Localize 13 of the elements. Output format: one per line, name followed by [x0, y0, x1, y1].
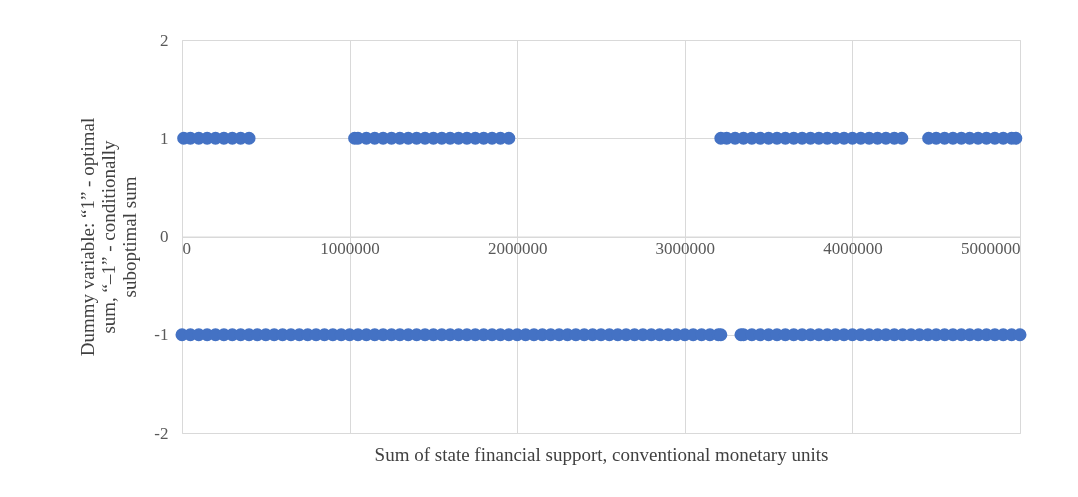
x-tick-label: 3000000	[655, 239, 716, 258]
y-tick-label: -1	[154, 325, 169, 345]
x-tick-label: 2000000	[487, 239, 548, 258]
y-tick-label: 2	[160, 30, 169, 50]
x-tick-label: 1000000	[320, 239, 380, 258]
y-axis-title: Dummy variable: “1” - optimal sum, “–1” - conditionally suboptimal sum	[77, 117, 141, 357]
y-tick-label: 1	[160, 128, 169, 148]
y-tick-label: -2	[154, 423, 169, 443]
x-tick-label: 4000000	[823, 239, 883, 258]
y-tick-label: 0	[160, 227, 169, 246]
x-tick-label: 5000000	[961, 239, 1021, 258]
x-axis-title: Sum of state financial support, conventional monetary units	[374, 443, 829, 465]
x-tick-label: 0	[182, 239, 191, 258]
